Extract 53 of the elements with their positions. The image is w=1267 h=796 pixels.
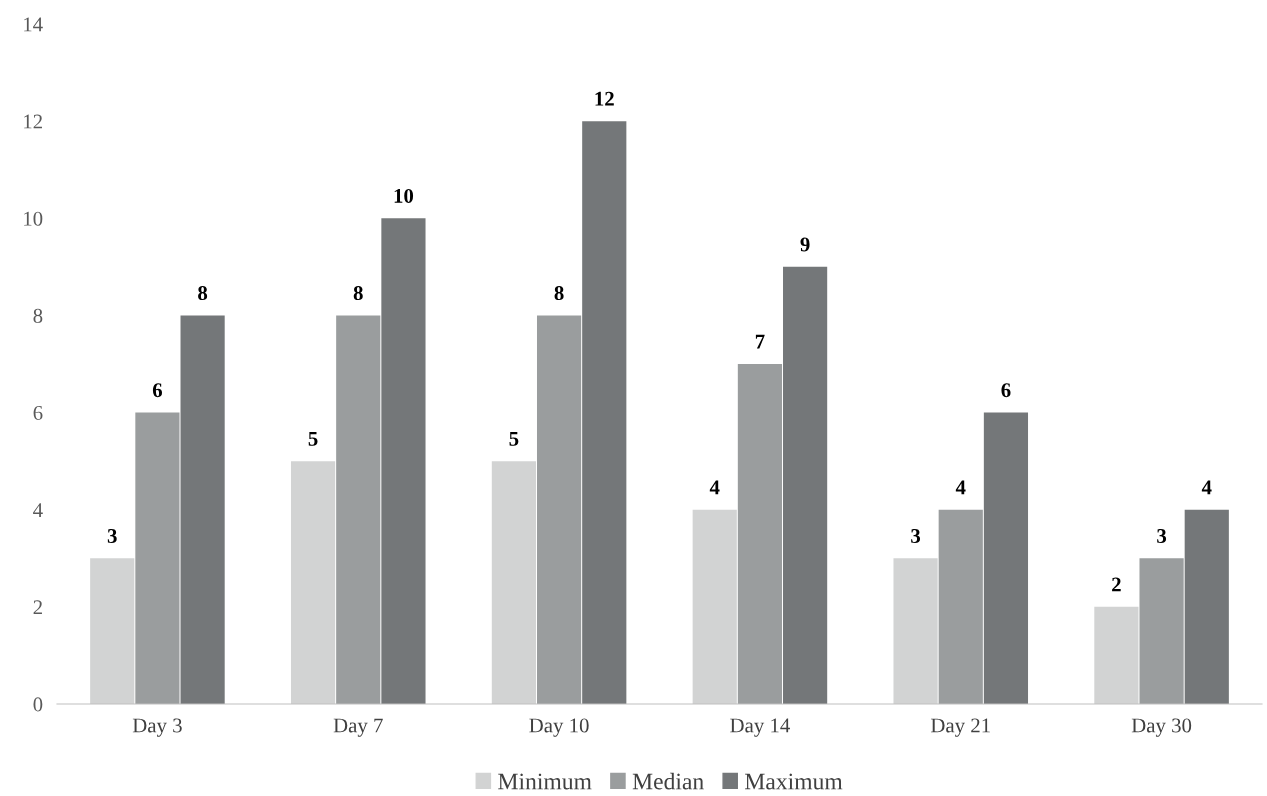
y-tick-label: 6 (33, 406, 43, 420)
y-tick-label: 4 (33, 503, 43, 517)
y-tick-label: 0 (33, 697, 43, 712)
bar (135, 412, 180, 704)
bar (893, 558, 938, 704)
data-label: 5 (308, 431, 318, 446)
data-label: 6 (1001, 383, 1011, 398)
data-label: 6 (152, 383, 163, 398)
data-label: 8 (198, 286, 208, 301)
bar (491, 461, 536, 704)
x-tick-label: Day 14 (730, 718, 790, 737)
data-label: 2 (1112, 577, 1121, 592)
data-label: 3 (1157, 528, 1167, 543)
bar (1139, 558, 1184, 704)
data-label: 7 (755, 334, 765, 349)
x-tick-label: Day 10 (529, 718, 589, 737)
bar (1184, 509, 1229, 704)
bar (290, 461, 336, 704)
data-label: 4 (709, 480, 720, 495)
data-label: 4 (1201, 480, 1212, 495)
legend-label: Maximum (745, 773, 843, 790)
bar (180, 315, 225, 704)
y-tick-label: 14 (24, 17, 43, 32)
x-tick-label: Day 7 (333, 718, 383, 737)
y-tick-label: 2 (33, 600, 42, 615)
data-label: 4 (955, 480, 966, 495)
data-label: 3 (107, 528, 117, 543)
y-tick-label: 12 (24, 114, 42, 129)
bar (536, 315, 582, 704)
bar (692, 509, 737, 704)
data-label: 10 (394, 188, 414, 203)
bar (90, 558, 135, 704)
y-tick-label: 8 (33, 308, 43, 323)
x-tick-label: Day 21 (930, 718, 990, 737)
bar (737, 364, 783, 704)
bar (381, 218, 426, 704)
data-label: 3 (911, 528, 921, 543)
data-label: 8 (353, 286, 363, 301)
data-label: 8 (554, 286, 564, 301)
bar (336, 315, 381, 704)
legend-label: Median (632, 772, 704, 790)
y-tick-label: 10 (24, 211, 43, 226)
x-tick-label: Day 30 (1131, 718, 1192, 737)
x-tick-label: Day 3 (132, 718, 182, 737)
data-label: 9 (800, 237, 810, 252)
bar (938, 509, 983, 704)
legend-label: Minimum (498, 773, 592, 790)
data-label: 5 (509, 431, 519, 446)
data-label: 12 (595, 91, 614, 106)
bar (983, 412, 1029, 704)
bar (783, 266, 828, 704)
bar (582, 121, 627, 704)
bar (1094, 606, 1139, 704)
